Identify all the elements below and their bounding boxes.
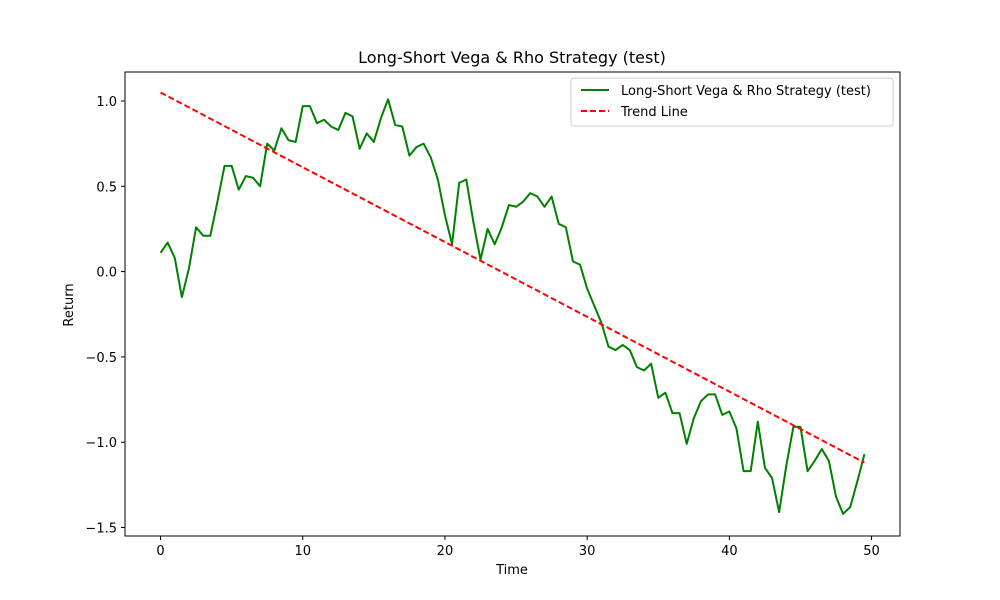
x-tick-label: 10 <box>294 544 311 559</box>
y-tick-label: −0.5 <box>85 351 117 366</box>
y-tick-label: 1.0 <box>96 95 117 110</box>
x-tick-label: 50 <box>863 544 880 559</box>
plot-area: 0 10 20 30 40 50 −1.5 −1.0 −0.5 0.0 0.5 1.0 <box>85 71 901 559</box>
x-tick-label: 30 <box>579 544 596 559</box>
x-tick-label: 40 <box>721 544 738 559</box>
trend-line <box>160 91 865 464</box>
x-tick-label: 0 <box>156 544 164 559</box>
y-tick-label: 0.5 <box>96 180 117 195</box>
y-tick-label: 0.0 <box>96 266 117 281</box>
x-axis-label: Time <box>495 563 528 578</box>
legend-label-trend: Trend Line <box>620 105 688 120</box>
legend-label-strategy: Long-Short Vega & Rho Strategy (test) <box>621 84 871 99</box>
axes-frame <box>124 71 901 537</box>
legend-frame <box>570 77 894 127</box>
x-tick-label: 20 <box>437 544 454 559</box>
y-tick-label: −1.0 <box>85 436 117 451</box>
legend: Long-Short Vega & Rho Strategy (test) Tr… <box>570 77 894 127</box>
chart-title: Long-Short Vega & Rho Strategy (test) <box>358 48 666 67</box>
y-tick-label: −1.5 <box>85 521 117 536</box>
strategy-line <box>159 98 866 515</box>
y-axis-label: Return <box>62 283 77 326</box>
